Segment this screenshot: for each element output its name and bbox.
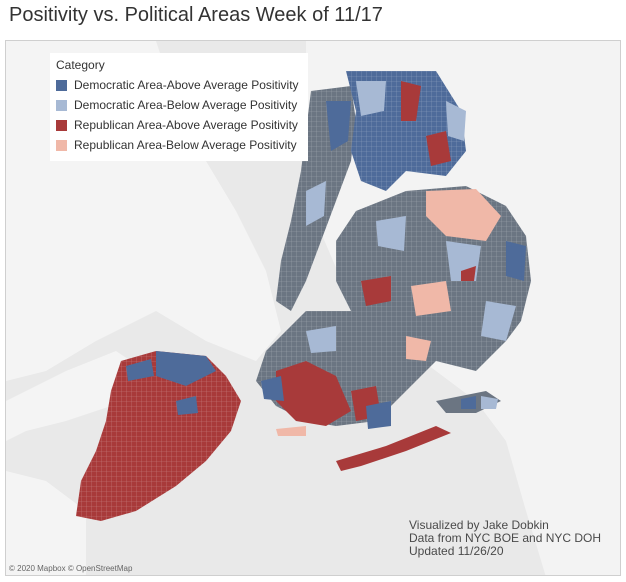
legend-swatch — [56, 79, 67, 91]
legend-item-rep-below[interactable]: Republican Area-Below Average Positivity — [56, 135, 302, 155]
brooklyn-region[interactable] — [256, 311, 436, 429]
manhattan-region[interactable] — [276, 86, 356, 311]
legend-item-dem-below[interactable]: Democratic Area-Below Average Positivity — [56, 95, 302, 115]
map-area[interactable]: Category Democratic Area-Above Average P… — [5, 40, 621, 576]
legend-title: Category — [56, 58, 105, 72]
credit-author: Visualized by Jake Dobkin — [409, 518, 549, 532]
credit-source: Data from NYC BOE and NYC DOH — [409, 531, 602, 545]
map-canvas — [6, 41, 620, 575]
bronx-region[interactable] — [346, 71, 466, 191]
legend-swatch — [56, 139, 67, 151]
legend-label: Democratic Area-Below Average Positivity — [74, 98, 298, 112]
chart-title: Positivity vs. Political Areas Week of 1… — [9, 4, 383, 26]
legend-item-dem-above[interactable]: Democratic Area-Above Average Positivity — [56, 75, 302, 95]
legend: Category Democratic Area-Above Average P… — [50, 53, 308, 161]
credits: Visualized by Jake Dobkin Data from NYC … — [409, 519, 601, 558]
map-attribution[interactable]: © 2020 Mapbox © OpenStreetMap — [9, 564, 133, 573]
credit-updated: Updated 11/26/20 — [409, 544, 504, 558]
legend-label: Republican Area-Above Average Positivity — [74, 118, 298, 132]
legend-swatch — [56, 119, 67, 131]
rockaway-region[interactable] — [276, 391, 501, 471]
legend-item-rep-above[interactable]: Republican Area-Above Average Positivity — [56, 115, 302, 135]
queens-region[interactable] — [336, 186, 531, 371]
staten-island-region[interactable] — [76, 351, 241, 521]
legend-swatch — [56, 99, 67, 111]
legend-label: Republican Area-Below Average Positivity — [74, 138, 297, 152]
legend-label: Democratic Area-Above Average Positivity — [74, 78, 299, 92]
